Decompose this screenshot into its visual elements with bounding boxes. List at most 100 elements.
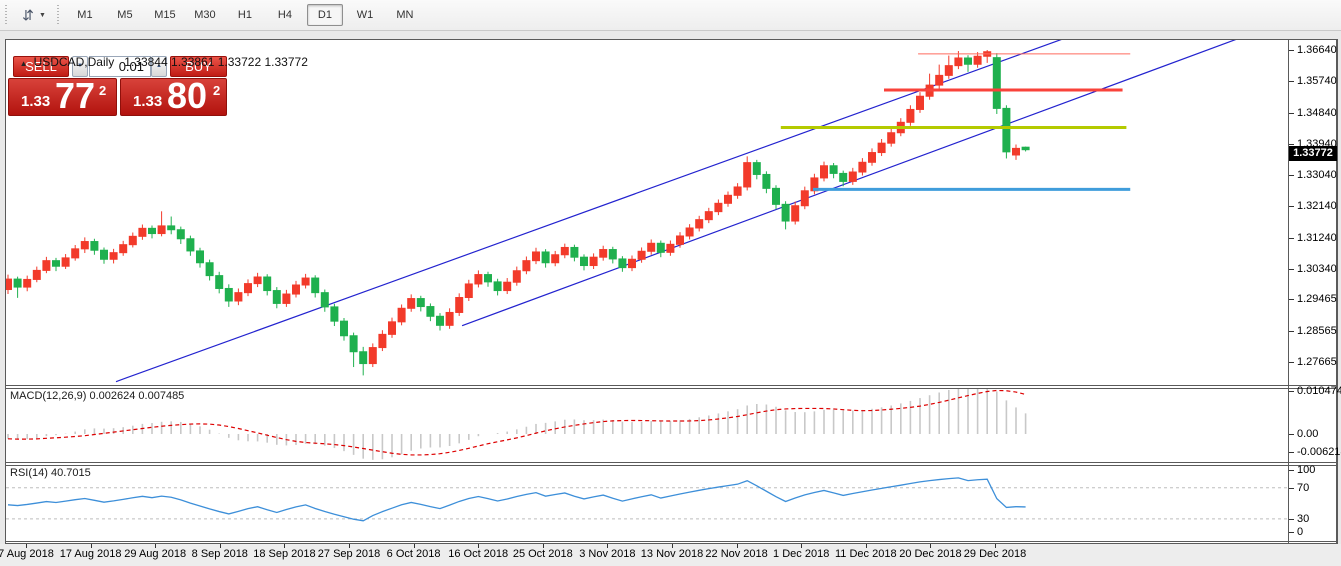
date-axis-label: 3 Nov 2018 [579,548,636,560]
ohlc-low: 1.33722 [217,55,262,69]
axis-tick [1289,532,1294,533]
collapse-panel-icon[interactable]: ▲ [19,59,28,68]
axis-tick [1289,299,1294,301]
axis-tick [1289,434,1294,435]
rsi-value: 40.7015 [50,467,91,479]
price-axis-label: 1.32140 [1297,200,1337,213]
date-axis[interactable] [0,544,1341,566]
price-axis-label: 1.36640 [1297,44,1337,56]
date-tick [736,544,738,548]
sell-price-pip: 2 [99,83,107,98]
toolbar-grip-2[interactable] [55,5,61,25]
symbol-period-label: USDCAD,Daily [33,55,115,69]
ohlc-high: 1.33861 [171,55,215,69]
date-axis-label: 29 Dec 2018 [963,548,1027,560]
timeframes-toolbar: ⇵ ▼ M1 M5 M15 M30 H1 H4 D1 W1 MN [0,0,1341,31]
date-axis-label: 22 Nov 2018 [705,548,768,560]
date-tick [672,544,673,548]
price-axis-label: 1.34840 [1297,106,1337,119]
axis-tick [1289,330,1294,332]
timeframe-button-mn[interactable]: MN [396,9,414,21]
buy-price-prefix: 1.33 [133,93,163,110]
volume-decrease-button[interactable]: ▼ [72,56,88,77]
trendlines-layer [115,40,1237,383]
ohlc-close: 1.33772 [264,55,308,69]
date-axis-label: 16 Oct 2018 [448,548,509,560]
chart-shift-icon[interactable]: ⇵ [22,6,34,23]
date-tick [219,544,221,548]
rsi-axis-label: 100 [1297,464,1316,476]
sell-price-box[interactable]: 1.33 77 2 [8,75,117,116]
buy-price-box[interactable]: 1.33 80 2 [120,75,227,116]
timeframe-button-m1[interactable]: M1 [77,9,93,21]
date-tick [478,544,480,548]
axis-tick [1289,269,1294,270]
axis-tick [1289,362,1294,363]
axis-tick [1289,237,1294,239]
rsi-axis-label: 30 [1297,512,1310,525]
date-axis-label: 8 Sep 2018 [191,548,248,560]
buy-price-pip: 2 [213,83,221,98]
horizontal-lines-layer [780,53,1131,191]
buy-button[interactable]: BUY [170,56,227,77]
date-axis-label: 17 Aug 2018 [59,548,122,560]
price-axis-label: 1.29465 [1297,293,1337,306]
date-tick [90,544,92,548]
macd-layer [7,389,1027,460]
axis-tick [1289,518,1294,520]
sell-button[interactable]: SELL [13,56,69,77]
volume-input[interactable] [89,56,151,77]
axis-tick [1289,206,1294,208]
candles-layer [6,50,1030,376]
volume-increase-button[interactable]: ▲ [151,56,167,77]
toolbar-grip[interactable] [4,5,9,25]
timeframe-button-m15[interactable]: M15 [154,9,176,21]
axis-tick [1289,487,1294,489]
date-tick [349,544,350,548]
axis-tick [1289,81,1294,83]
axis-tick [1289,391,1294,392]
date-tick [284,544,286,548]
macd-axis-label: 0.00 [1297,428,1319,440]
date-tick [801,544,803,548]
axis-tick [1289,50,1294,51]
macd-values: 0.002624 0.007485 [89,390,185,402]
timeframe-button-h1[interactable]: H1 [237,9,252,21]
date-axis-label: 25 Oct 2018 [512,548,573,560]
timeframe-button-h4[interactable]: H4 [277,9,292,21]
price-axis-label: 1.30340 [1297,263,1337,275]
timeframe-button-m30[interactable]: M30 [194,9,216,21]
timeframe-button-m5[interactable]: M5 [117,9,133,21]
sell-price-prefix: 1.33 [21,93,51,110]
timeframe-button-group: M1 M5 M15 M30 H1 H4 D1 W1 MN [65,4,425,26]
toolbar-dropdown-caret[interactable]: ▼ [39,11,46,19]
date-tick [865,544,867,548]
date-axis-label: 6 Oct 2018 [386,548,441,560]
price-axis-label: 1.27665 [1297,356,1337,368]
ohlc-open: 1.33844 [124,55,168,69]
timeframe-button-d1[interactable]: D1 [306,4,343,26]
date-axis-label: 7 Aug 2018 [0,548,54,560]
rsi-label: RSI(14) [10,467,48,479]
buy-price-big: 80 [167,75,208,116]
date-tick [26,544,27,548]
axis-tick [1289,143,1294,145]
date-tick [930,544,932,548]
axis-tick [1289,452,1294,453]
macd-axis-label: 0.010474 [1297,385,1341,397]
date-tick [155,544,157,548]
date-axis-label: 29 Aug 2018 [124,548,187,560]
date-axis-label: 20 Dec 2018 [899,548,962,560]
chart-title-row: ▲ USDCAD,Daily 1.33844 1.33861 1.33722 1.3… [13,41,308,69]
timeframe-button-w1[interactable]: W1 [356,9,374,21]
rsi-label-row: RSI(14) 40.7015 [10,467,91,479]
price-axis-label: 1.28565 [1297,324,1337,337]
price-axis-label: 1.33040 [1297,169,1337,182]
macd-label-row: MACD(12,26,9) 0.002624 0.007485 [10,390,184,402]
date-axis-label: 1 Dec 2018 [773,548,830,560]
price-axis-label: 1.35740 [1297,75,1337,88]
macd-axis-label: -0.006218 [1297,446,1341,458]
axis-tick [1289,175,1294,177]
date-axis-label: 11 Dec 2018 [835,548,897,560]
